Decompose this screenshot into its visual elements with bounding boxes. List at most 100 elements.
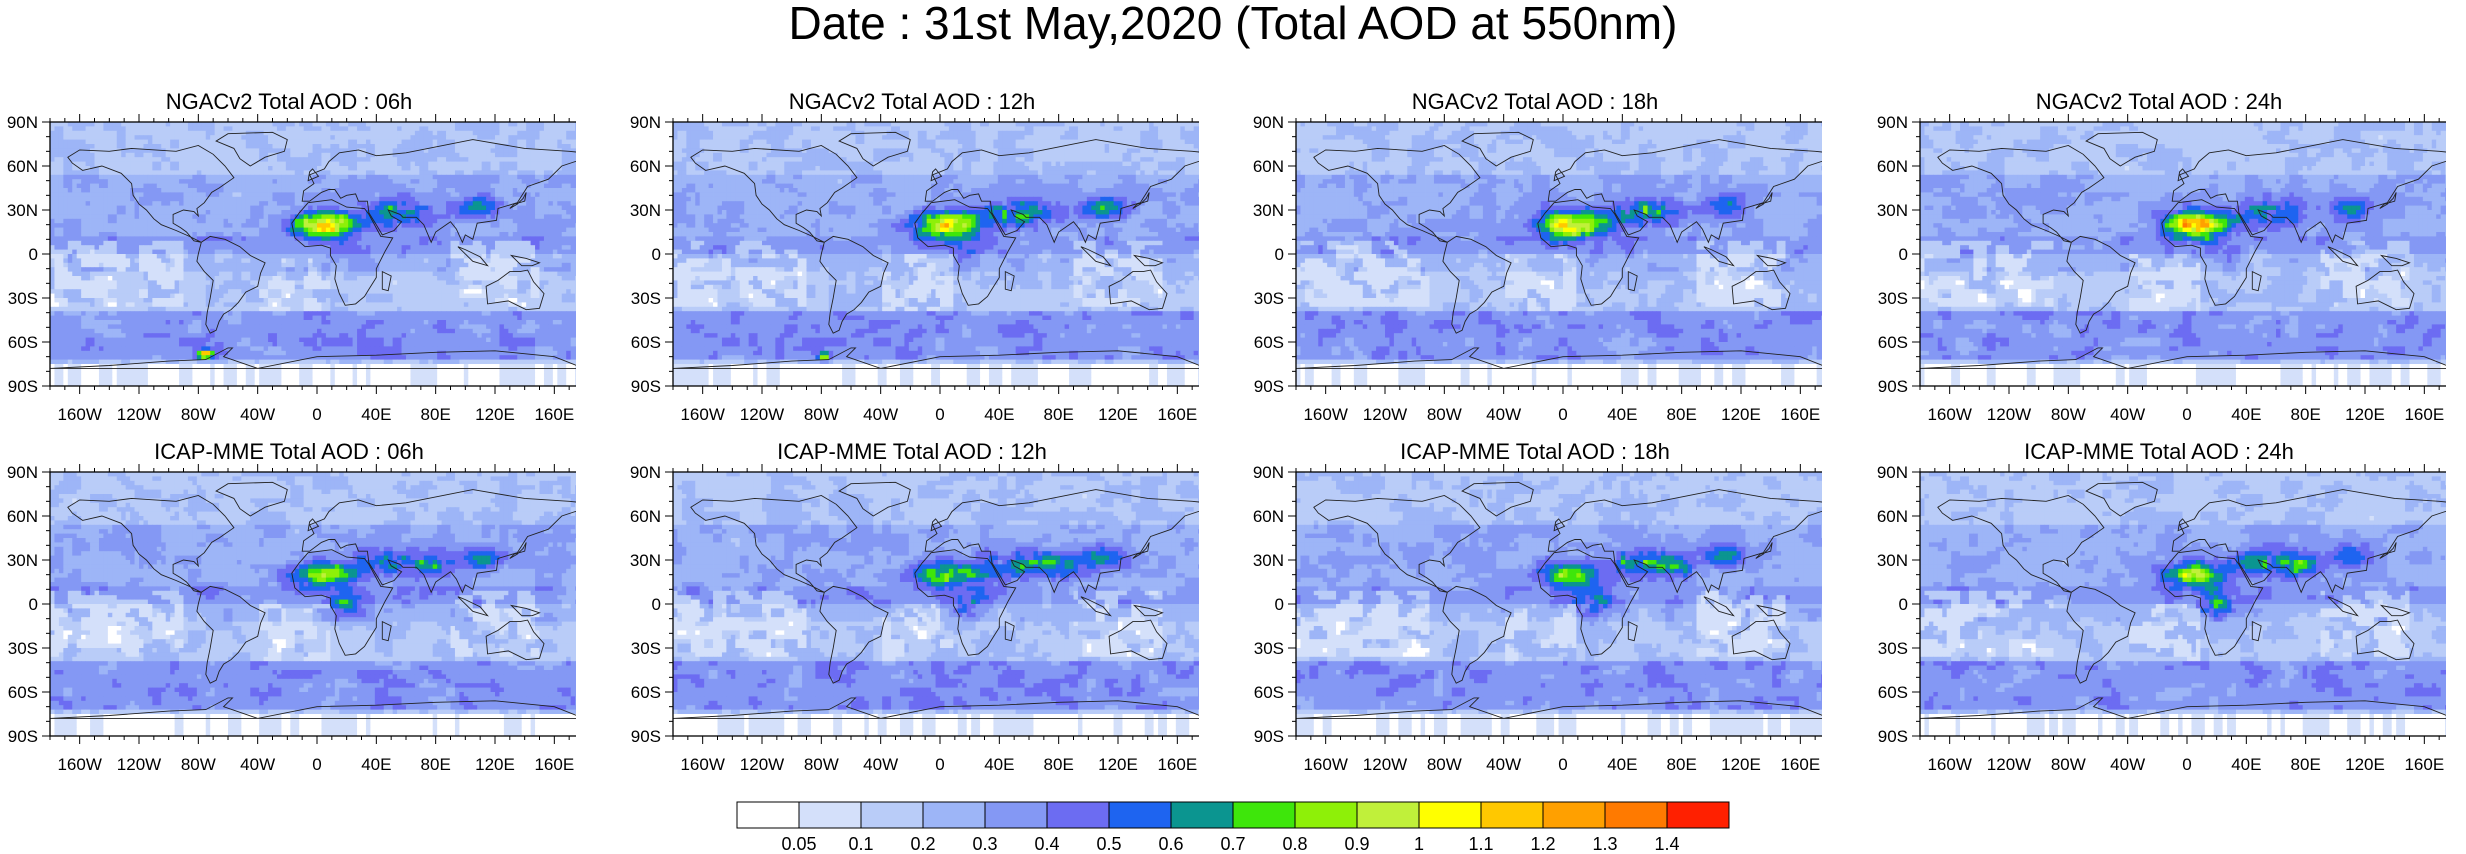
y-tick-label: 30N (1253, 551, 1284, 570)
x-tick-label: 120W (740, 405, 784, 424)
x-tick-label: 160W (1927, 405, 1971, 424)
x-tick-label: 80E (1667, 755, 1697, 774)
coastline (2066, 235, 2136, 334)
colorbar-swatch (1542, 801, 1606, 829)
coastline (2171, 489, 2446, 594)
y-tick-label: 90S (631, 727, 661, 746)
x-tick-label: 120E (1721, 755, 1761, 774)
y-tick-label: 90S (8, 727, 38, 746)
x-tick-label: 40E (984, 755, 1014, 774)
x-tick-label: 80W (181, 755, 216, 774)
aod-field (1920, 122, 2446, 386)
aod-field (1920, 472, 2446, 736)
map-panel-ngacv2-06h: NGACv2 Total AOD : 06h 160W 120W 80W 40W 0 40… (2, 90, 576, 438)
x-tick-label: 80E (1667, 405, 1697, 424)
coastline (67, 495, 235, 593)
y-tick-label: 30S (631, 289, 661, 308)
coastline (509, 542, 527, 559)
x-tick-label: 0 (2182, 405, 2191, 424)
map-panel-ngacv2-24h: NGACv2 Total AOD : 24h 160W 120W 80W 40W 0 40… (1872, 90, 2446, 438)
coastline (485, 619, 545, 661)
colorbar-swatch (736, 801, 800, 829)
y-tick-label: 60N (630, 507, 661, 526)
y-tick-label: 30S (631, 639, 661, 658)
y-tick-label: 90S (8, 377, 38, 396)
coastline (307, 168, 320, 182)
y-tick-label: 30N (1877, 551, 1908, 570)
coastline (1553, 518, 1566, 532)
coastline (2171, 139, 2446, 244)
coastline (2066, 585, 2136, 684)
coastline (1313, 145, 1481, 243)
figure-title: Date : 31st May,2020 (Total AOD at 550nm… (0, 0, 2466, 46)
coastline (457, 596, 489, 617)
x-tick-label: 40E (1607, 755, 1637, 774)
panel-title: ICAP-MME Total AOD : 12h (625, 440, 1199, 464)
map-panel-icap-12h: ICAP-MME Total AOD : 12h 160W 120W 80W 40W 0… (625, 440, 1199, 788)
coastline (930, 168, 943, 182)
coastline (1080, 246, 1112, 267)
coastline (819, 235, 889, 334)
coastline (1537, 199, 1640, 306)
coastline (2251, 270, 2262, 292)
x-tick-label: 80W (181, 405, 216, 424)
x-tick-label: 0 (935, 755, 944, 774)
colorbar-swatch (1170, 801, 1234, 829)
coastline (1731, 619, 1791, 661)
aod-field (673, 122, 1199, 386)
x-tick-label: 0 (312, 405, 321, 424)
coastline (1132, 604, 1164, 617)
colorbar-swatch (1108, 801, 1172, 829)
coastline (381, 620, 392, 642)
x-tick-label: 160E (534, 405, 574, 424)
x-tick-label: 80E (421, 405, 451, 424)
y-tick-label: 30S (1878, 289, 1908, 308)
panel-title: NGACv2 Total AOD : 12h (625, 90, 1199, 114)
y-tick-label: 0 (1275, 595, 1284, 614)
panel-title: NGACv2 Total AOD : 18h (1248, 90, 1822, 114)
x-tick-label: 40W (1486, 755, 1521, 774)
coastline (1296, 697, 1822, 719)
coastline (914, 549, 1017, 656)
colorbar-swatch (1666, 801, 1730, 829)
x-tick-label: 120E (1098, 405, 1138, 424)
coastline (67, 145, 235, 243)
x-tick-label: 120E (1098, 755, 1138, 774)
coastline (2161, 199, 2264, 306)
y-tick-label: 0 (29, 595, 38, 614)
coastline (215, 131, 288, 167)
x-tick-label: 40W (2110, 405, 2145, 424)
coastline (1442, 585, 1512, 684)
x-tick-label: 120E (475, 405, 515, 424)
coastline (196, 585, 266, 684)
coastline (1547, 489, 1822, 594)
y-tick-label: 90N (1253, 113, 1284, 132)
coastline (1004, 270, 1015, 292)
colorbar-label: 0.8 (1282, 834, 1307, 854)
coastline (509, 254, 541, 267)
x-tick-label: 80W (804, 755, 839, 774)
aod-map: 160W 120W 80W 40W 0 40E 80E 120E 160E 90N 60N 30N 0 3… (1253, 113, 1822, 424)
coastline (924, 139, 1199, 244)
coastline (2379, 254, 2411, 267)
x-tick-label: 80E (2291, 405, 2321, 424)
map-panel-ngacv2-18h: NGACv2 Total AOD : 18h 160W 120W 80W 40W 0 40… (1248, 90, 1822, 438)
coastline (1755, 542, 1773, 559)
coastline (381, 270, 392, 292)
coastline (690, 495, 858, 593)
x-tick-label: 160W (1303, 755, 1347, 774)
colorbar-swatch (922, 801, 986, 829)
x-tick-label: 120W (1987, 755, 2031, 774)
coastline (838, 131, 911, 167)
coastline (307, 518, 320, 532)
aod-field (50, 472, 576, 736)
y-tick-label: 60S (1878, 333, 1908, 352)
x-tick-label: 160E (1157, 405, 1197, 424)
x-tick-label: 160E (1157, 755, 1197, 774)
y-tick-label: 30N (7, 551, 38, 570)
coastline (2327, 246, 2359, 267)
y-tick-label: 60N (1253, 507, 1284, 526)
y-tick-label: 60S (1254, 333, 1284, 352)
x-tick-label: 40W (1486, 405, 1521, 424)
x-tick-label: 40W (240, 405, 275, 424)
